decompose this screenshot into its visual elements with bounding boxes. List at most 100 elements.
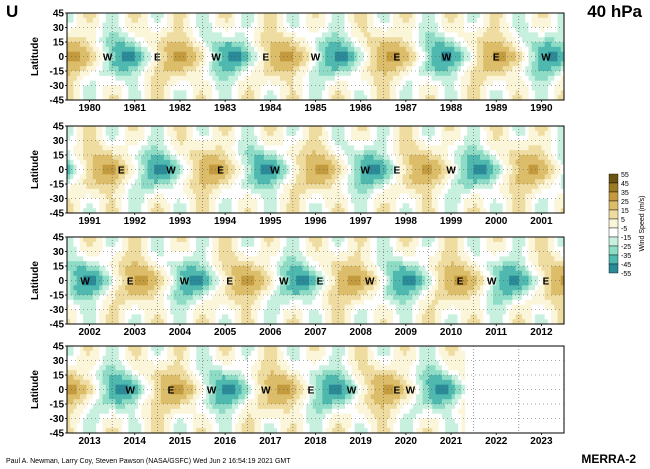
- heatmap-cell: [125, 22, 129, 29]
- heatmap-cell: [296, 61, 300, 67]
- heatmap-cell: [422, 198, 426, 204]
- heatmap-cell: [386, 90, 391, 96]
- heatmap-cell: [270, 184, 275, 190]
- heatmap-cell: [460, 37, 465, 43]
- heatmap-cell: [418, 145, 423, 151]
- heatmap-cell: [99, 17, 104, 24]
- heatmap-cell: [79, 66, 84, 72]
- heatmap-cell: [231, 135, 236, 142]
- heatmap-cell: [363, 51, 368, 58]
- heatmap-cell: [438, 155, 442, 161]
- heatmap-cell: [554, 80, 559, 87]
- heatmap-cell: [554, 75, 559, 82]
- heatmap-cell: [386, 80, 391, 87]
- heatmap-cell: [402, 135, 407, 142]
- heatmap-cell: [141, 174, 146, 180]
- heatmap-cell: [292, 208, 297, 214]
- heatmap-cell: [254, 126, 259, 132]
- heatmap-cell: [157, 145, 162, 151]
- heatmap-cell: [309, 179, 313, 185]
- heatmap-cell: [234, 164, 239, 171]
- heatmap-cell: [389, 169, 394, 175]
- heatmap-cell: [112, 198, 117, 204]
- heatmap-cell: [218, 184, 223, 190]
- heatmap-cell: [299, 61, 304, 67]
- heatmap-cell: [121, 179, 126, 185]
- heatmap-cell: [131, 71, 136, 77]
- heatmap-cell: [431, 130, 436, 137]
- heatmap-cell: [234, 90, 239, 96]
- heatmap-cell: [434, 66, 439, 72]
- heatmap-cell: [67, 61, 71, 67]
- heatmap-cell: [292, 42, 297, 48]
- heatmap-cell: [409, 95, 413, 101]
- heatmap-cell: [267, 75, 271, 82]
- heatmap-cell: [157, 66, 162, 72]
- heatmap-cell: [202, 150, 207, 156]
- heatmap-cell: [396, 85, 401, 91]
- heatmap-cell: [344, 66, 349, 72]
- heatmap-cell: [225, 56, 229, 62]
- heatmap-cell: [525, 27, 530, 33]
- heatmap-cell: [454, 46, 459, 53]
- heatmap-cell: [221, 13, 226, 19]
- heatmap-cell: [457, 42, 462, 48]
- heatmap-cell: [179, 51, 184, 58]
- heatmap-cell: [170, 17, 175, 24]
- heatmap-cell: [199, 46, 204, 53]
- heatmap-cell: [347, 198, 352, 204]
- heatmap-cell: [312, 51, 317, 58]
- heatmap-cell: [160, 135, 165, 142]
- heatmap-cell: [150, 169, 155, 175]
- heatmap-cell: [344, 17, 349, 24]
- heatmap-cell: [189, 66, 194, 72]
- heatmap-cell: [202, 22, 207, 29]
- heatmap-cell: [505, 51, 510, 58]
- heatmap-cell: [399, 184, 404, 190]
- heatmap-cell: [260, 130, 265, 137]
- heatmap-cell: [405, 71, 410, 77]
- heatmap-cell: [357, 32, 362, 38]
- heatmap-cell: [205, 13, 210, 19]
- heatmap-cell: [102, 130, 107, 137]
- variable-title: U: [6, 2, 19, 21]
- heatmap-cell: [280, 17, 284, 24]
- heatmap-cell: [441, 90, 446, 96]
- heatmap-cell: [79, 164, 84, 171]
- heatmap-cell: [79, 51, 84, 58]
- heatmap-cell: [179, 37, 184, 43]
- heatmap-cell: [79, 184, 84, 190]
- heatmap-cell: [205, 46, 210, 53]
- heatmap-cell: [196, 130, 200, 137]
- heatmap-cell: [134, 130, 139, 137]
- heatmap-cell: [541, 71, 546, 77]
- heatmap-cell: [434, 61, 439, 67]
- heatmap-cell: [405, 150, 410, 156]
- heatmap-cell: [473, 51, 478, 58]
- heatmap-cell: [515, 75, 520, 82]
- heatmap-cell: [399, 203, 404, 209]
- heatmap-cell: [280, 90, 284, 96]
- heatmap-cell: [302, 71, 307, 77]
- heatmap-cell: [247, 13, 252, 19]
- heatmap-cell: [370, 198, 375, 204]
- heatmap-cell: [493, 46, 497, 53]
- heatmap-cell: [83, 90, 87, 96]
- heatmap-cell: [196, 42, 200, 48]
- heatmap-cell: [318, 164, 323, 171]
- heatmap-cell: [241, 135, 246, 142]
- heatmap-cell: [418, 85, 423, 91]
- heatmap-cell: [176, 169, 181, 175]
- heatmap-cell: [96, 61, 100, 67]
- heatmap-cell: [234, 66, 239, 72]
- heatmap-cell: [218, 188, 223, 195]
- heatmap-cell: [170, 95, 175, 101]
- heatmap-cell: [431, 42, 436, 48]
- heatmap-cell: [428, 80, 433, 87]
- heatmap-cell: [99, 80, 104, 87]
- heatmap-cell: [415, 46, 420, 53]
- heatmap-cell: [179, 169, 184, 175]
- heatmap-cell: [325, 71, 330, 77]
- heatmap-cell: [183, 71, 188, 77]
- heatmap-cell: [176, 145, 181, 151]
